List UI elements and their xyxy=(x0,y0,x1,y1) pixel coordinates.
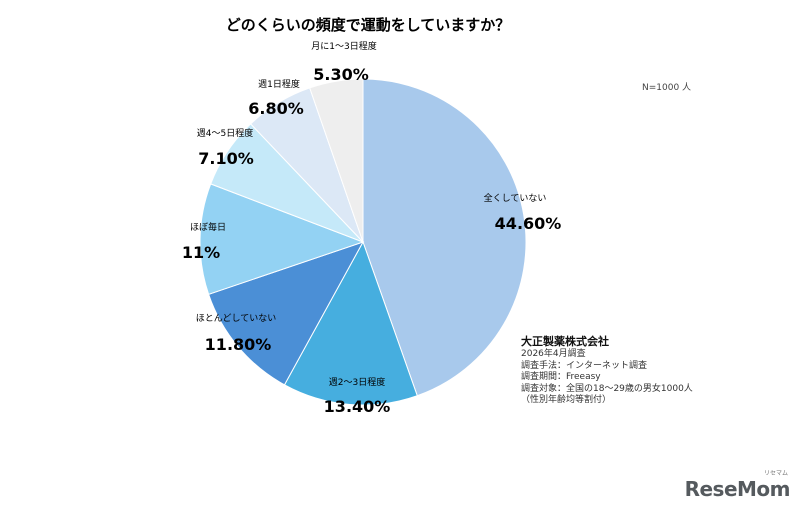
pie-slice xyxy=(362,78,527,397)
slice-category-label: 週2〜3日程度 xyxy=(329,376,385,388)
pie-slices xyxy=(199,78,527,406)
slice-value-label: 5.30% xyxy=(313,65,369,84)
source-line: 調査手法：インターネット調査 xyxy=(521,360,648,371)
source-line: 調査期間：Freeasy xyxy=(521,372,601,382)
company-name: 大正製薬株式会社 xyxy=(521,335,609,348)
watermark-small: リセマム xyxy=(763,470,788,477)
slice-value-label: 7.10% xyxy=(198,149,254,168)
slice-category-label: ほぼ毎日 xyxy=(190,221,226,233)
slice-category-label: 週1日程度 xyxy=(258,78,300,90)
source-line: 調査対象：全国の18〜29歳の男女1000人 xyxy=(521,383,693,394)
slice-category-label: 週4〜5日程度 xyxy=(197,127,253,139)
slice-category-label: ほとんどしていない xyxy=(196,313,276,324)
pie-slice xyxy=(283,240,418,406)
slice-value-label: 13.40% xyxy=(324,397,391,416)
pie-slice xyxy=(199,183,365,295)
slice-value-label: 44.60% xyxy=(495,214,562,233)
slice-category-label: 全くしていない xyxy=(484,192,547,204)
chart-title: どのくらいの頻度で運動をしていますか？ xyxy=(226,16,511,34)
slice-value-label: 11.80% xyxy=(205,335,272,354)
slice-category-label: 月に1〜3日程度 xyxy=(311,40,376,52)
pie-slice xyxy=(207,241,365,386)
pie-labels: 全くしていない 44.60% 週2〜3日程度 13.40% ほとんどしていない 11.80… xyxy=(182,40,561,416)
sample-size-note: N=1000 人 xyxy=(642,82,691,93)
slice-value-label: 6.80% xyxy=(248,99,304,118)
source-line: 2026年4月調査 xyxy=(521,349,586,359)
source-line: （性別年齢均等割付） xyxy=(521,395,612,405)
slice-value-label: 11% xyxy=(182,243,220,262)
watermark-logo: ReseMom xyxy=(684,477,791,501)
source-info: 大正製薬株式会社 2026年4月調査 調査手法：インターネット調査 調査期間：F… xyxy=(521,335,771,407)
pie-slice xyxy=(309,78,364,243)
